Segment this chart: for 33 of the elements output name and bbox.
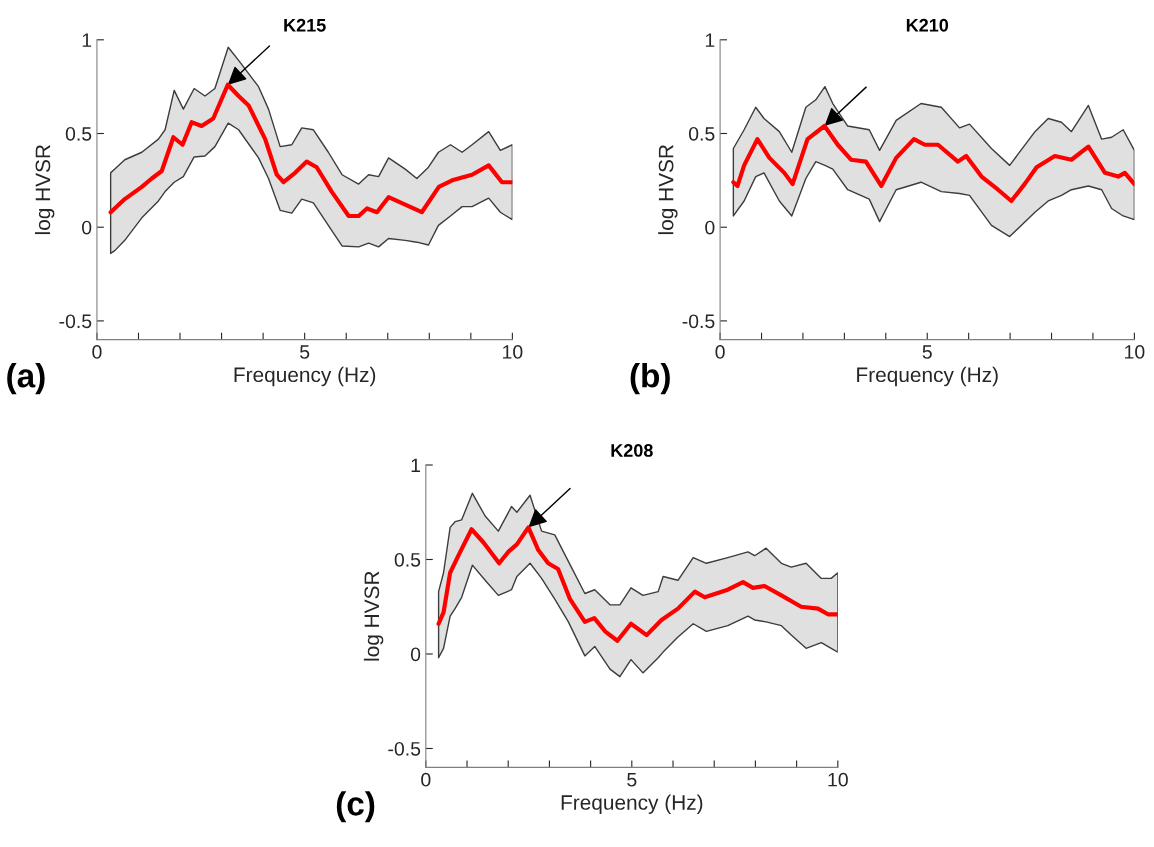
y-tick-label: 1 — [411, 458, 421, 473]
text: (b) — [630, 363, 670, 395]
y-tick-label: 0.5 — [394, 552, 421, 567]
y-axis-title: log HVSR — [363, 571, 384, 661]
x-tick-label: 5 — [922, 345, 932, 359]
x-tick-label: 0 — [421, 772, 431, 787]
text: (c) — [336, 791, 375, 823]
x-axis-title: Frequency (Hz) — [561, 794, 703, 814]
y-axis-title: log HVSR — [34, 144, 55, 235]
y-tick-label: 1 — [705, 33, 715, 47]
x-tick-label: 0 — [715, 345, 725, 359]
x-tick-label: 10 — [828, 772, 848, 787]
chart-title: K208 — [611, 444, 653, 457]
y-tick-label: 0 — [410, 647, 421, 662]
x-tick-label: 10 — [503, 345, 523, 359]
x-axis-title: Frequency (Hz) — [234, 366, 376, 387]
x-tick-label: 5 — [300, 345, 310, 359]
chart-title: K210 — [906, 18, 949, 32]
y-axis-title: log HVSR — [658, 144, 678, 235]
y-tick-label: 1 — [82, 33, 92, 47]
y-tick-label: -0.5 — [388, 741, 421, 756]
y-tick-label: 0 — [82, 220, 92, 235]
y-tick-label: -0.5 — [682, 314, 715, 329]
y-tick-label: 0.5 — [65, 126, 92, 141]
x-tick-label: 0 — [92, 345, 102, 359]
x-tick-label: 5 — [627, 772, 637, 787]
x-axis-title: Frequency (Hz) — [857, 366, 998, 387]
y-tick-label: 0 — [705, 220, 715, 235]
text: (a) — [7, 363, 45, 395]
y-tick-label: 0.5 — [688, 126, 715, 141]
chart-title: K215 — [284, 18, 326, 32]
x-tick-label: 10 — [1125, 345, 1145, 359]
y-tick-label: -0.5 — [59, 314, 92, 329]
